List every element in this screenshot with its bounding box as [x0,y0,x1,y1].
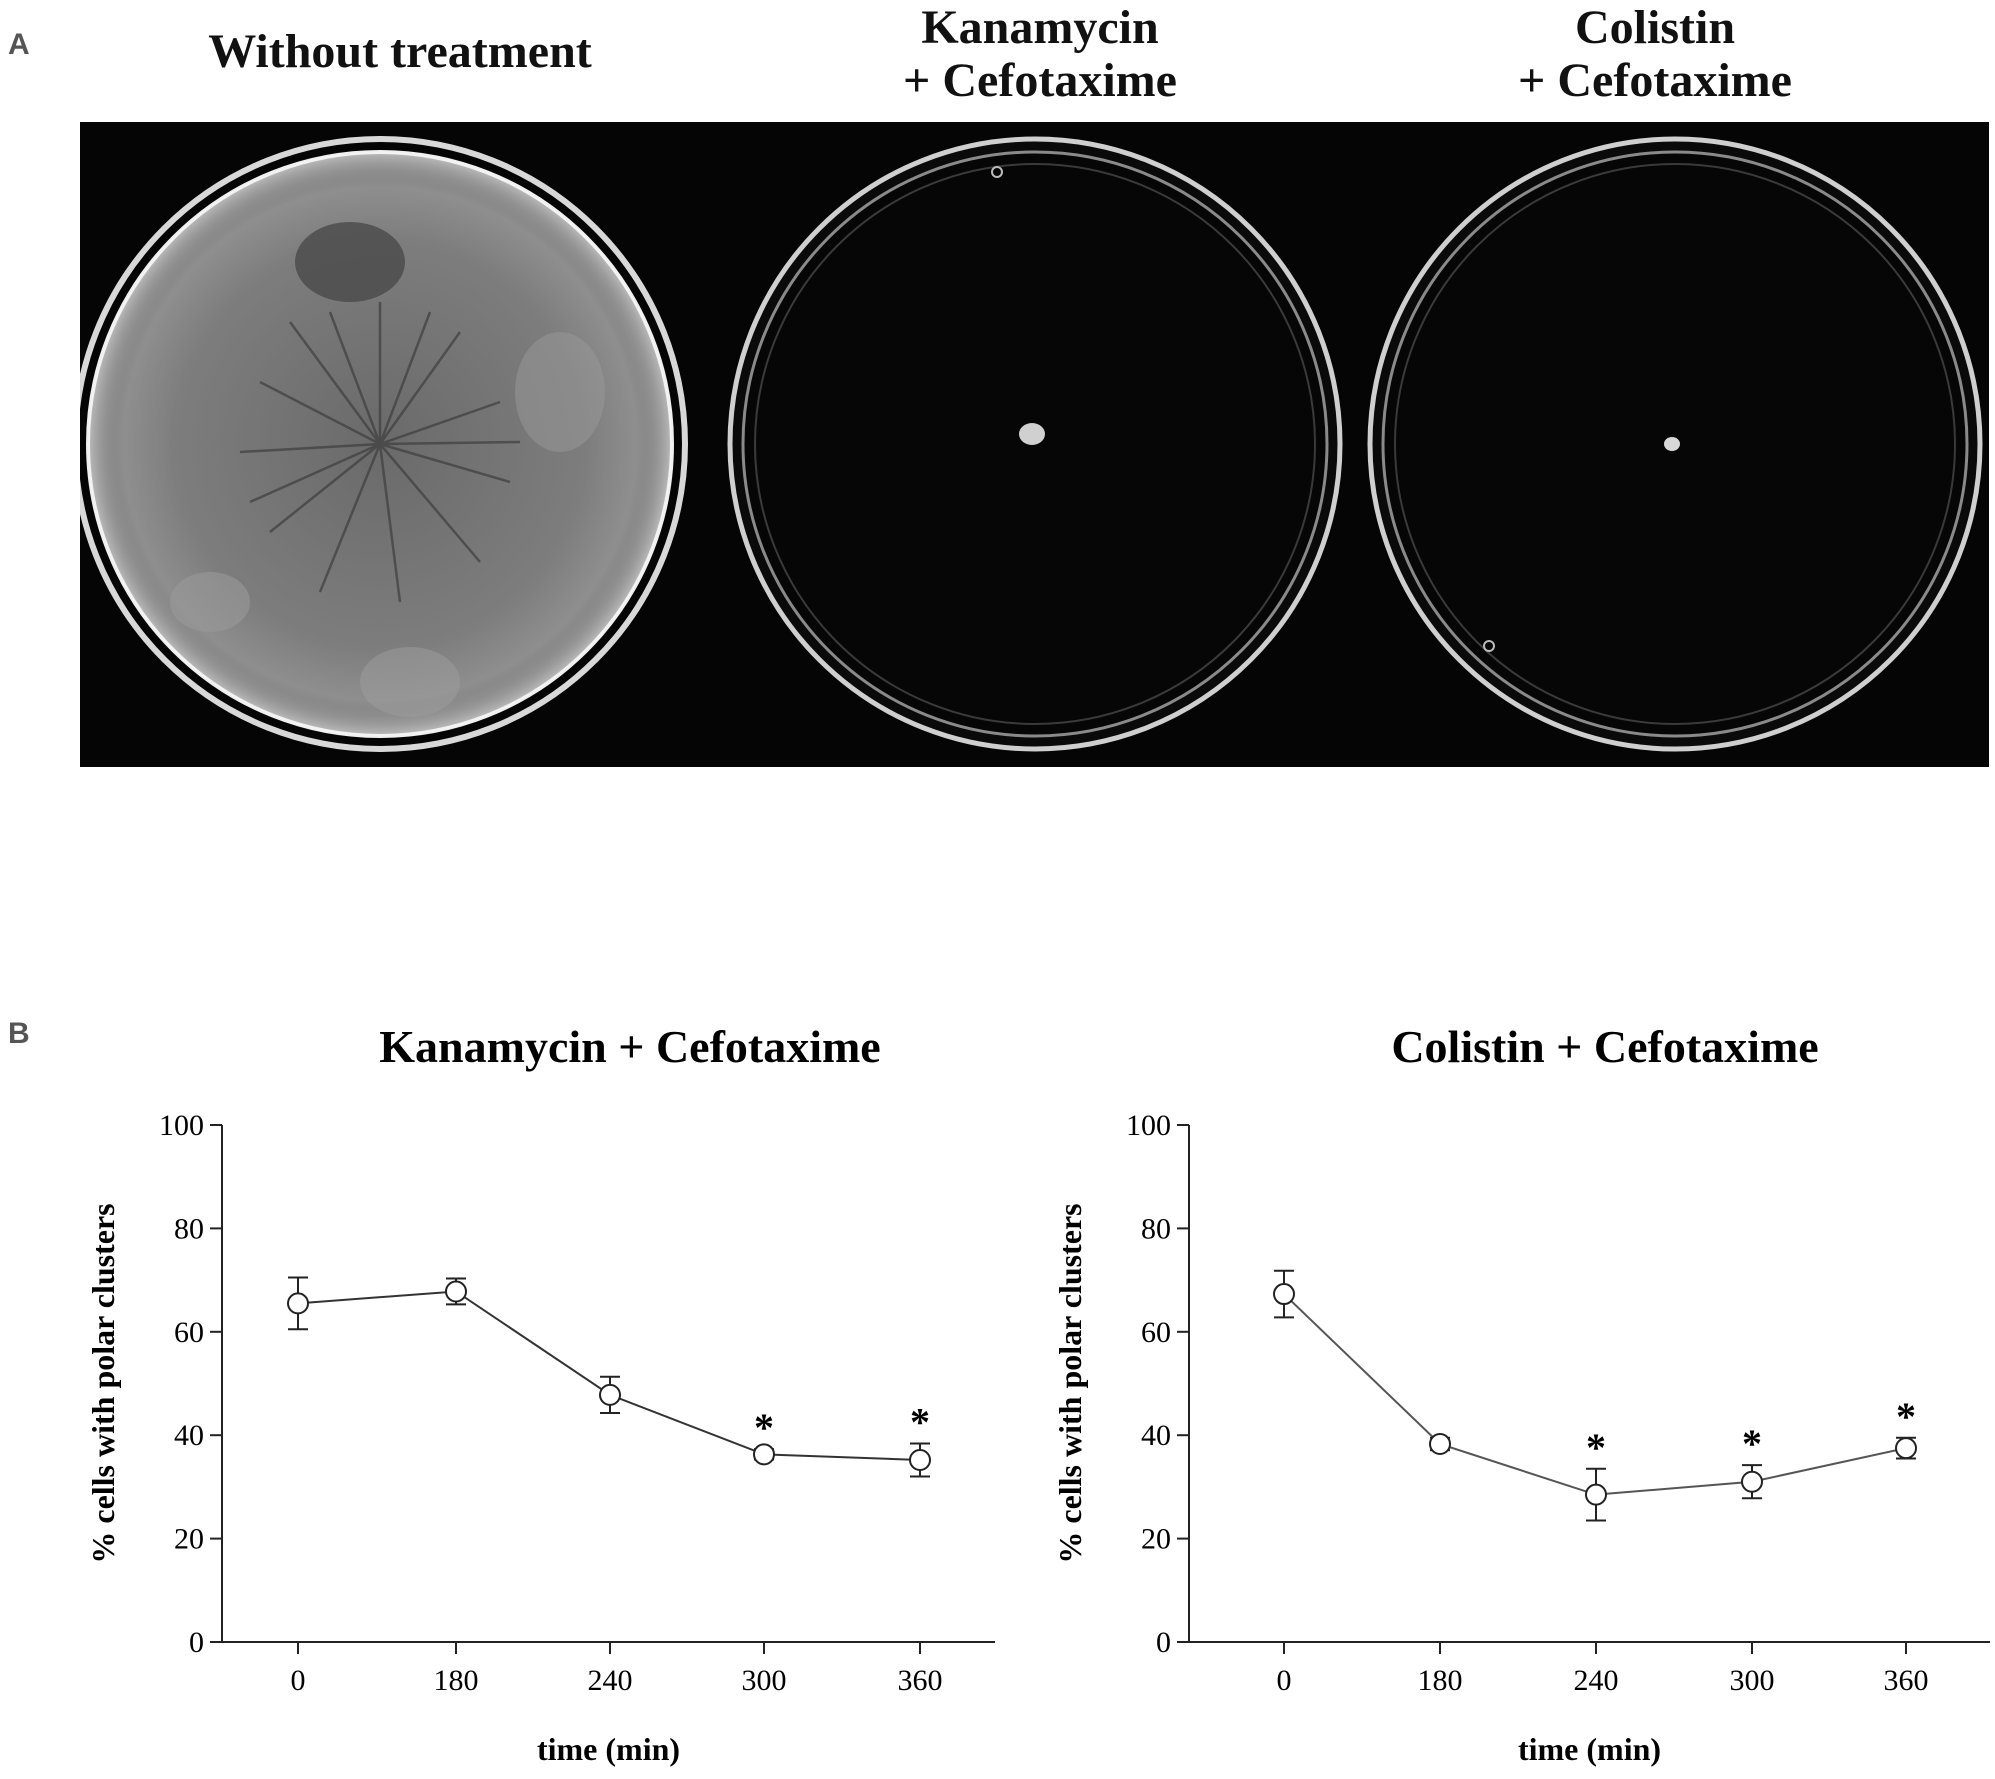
x-tick-label: 360 [898,1664,943,1697]
y-tick-label: 100 [1126,1109,1171,1142]
y-tick-label: 60 [1141,1316,1171,1349]
x-tick-label: 300 [1730,1664,1775,1697]
y-axis-label: % cells with polar clusters [85,1203,121,1563]
plate-title-untreated: Without treatment [208,25,592,78]
x-tick-label: 240 [1574,1664,1619,1697]
significance-marker: * [754,1405,774,1450]
data-point [1895,1437,1917,1460]
data-point [599,1383,621,1406]
chart-kanamycin-cefotaxime: Kanamycin + Cefotaxime 0 20 40 60 80 100 0 180 24… [85,1021,995,1767]
y-tick-label: 20 [174,1523,204,1556]
x-axis-label: time (min) [1518,1731,1661,1767]
y-axis-label: % cells with polar clusters [1052,1203,1088,1563]
significance-marker: * [1586,1425,1606,1470]
petri-dish-untreated [72,136,688,752]
y-tick-label: 0 [1156,1626,1171,1659]
x-tick-label: 240 [588,1664,633,1697]
petri-dish-colistin [1367,136,1983,752]
petri-dish-photo-strip [72,122,1989,767]
x-axis-label: time (min) [537,1731,680,1767]
panel-b-letter: B [8,1017,30,1050]
petri-dish-kanamycin [727,136,1343,752]
y-tick-label: 100 [159,1109,204,1142]
y-tick-label: 60 [174,1316,204,1349]
data-point [445,1280,467,1303]
plate-title-colistin: Colistin + Cefotaxime [1518,1,1792,107]
significance-marker: * [1896,1394,1916,1439]
x-tick-label: 180 [434,1664,479,1697]
y-tick-label: 20 [1141,1523,1171,1556]
data-point [909,1449,931,1472]
data-point [1741,1470,1763,1493]
x-tick-label: 0 [1277,1664,1292,1697]
significance-marker: * [910,1399,930,1444]
data-point [753,1443,775,1466]
data-point [1429,1432,1451,1455]
data-point [1273,1283,1295,1306]
series-line [297,1290,921,1462]
x-tick-label: 300 [742,1664,787,1697]
significance-marker: * [1742,1421,1762,1466]
x-tick-label: 360 [1884,1664,1929,1697]
chart-title: Colistin + Cefotaxime [1391,1021,1818,1072]
panel-a-letter: A [8,28,30,61]
y-tick-label: 40 [1141,1419,1171,1452]
data-point [287,1292,309,1315]
x-tick-label: 0 [291,1664,306,1697]
chart-colistin-cefotaxime: Colistin + Cefotaxime 0 20 40 60 80 100 0 180 240… [1052,1021,1990,1767]
y-tick-label: 80 [1141,1212,1171,1245]
y-tick-label: 80 [174,1212,204,1245]
plate-title-kanamycin: Kanamycin + Cefotaxime [903,1,1177,107]
y-tick-label: 0 [189,1626,204,1659]
y-tick-label: 40 [174,1419,204,1452]
x-tick-label: 180 [1418,1664,1463,1697]
data-point [1585,1483,1607,1506]
chart-title: Kanamycin + Cefotaxime [379,1021,880,1072]
